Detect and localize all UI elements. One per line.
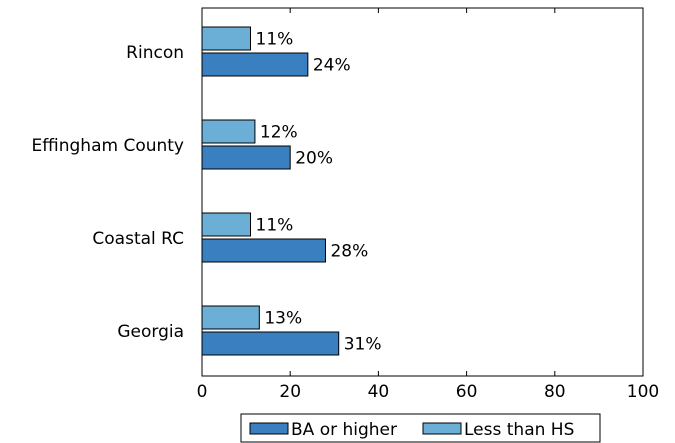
bar-georgia-less-than-hs [201, 305, 260, 330]
x-tick-label-20: 20 [279, 382, 301, 402]
legend-label-ba-or-higher: BA or higher [291, 420, 397, 440]
plot-area [201, 7, 644, 377]
x-tick-label-60: 60 [456, 382, 478, 402]
category-label-effingham-county: Effingham County [32, 136, 184, 156]
data-label-georgia-less-than-hs: 13% [264, 309, 302, 329]
data-label-effingham-county-less-than-hs: 12% [260, 123, 298, 143]
legend-swatch-less-than-hs [422, 422, 462, 435]
bar-coastal-rc-ba-or-higher [201, 238, 326, 263]
bar-rincon-ba-or-higher [201, 52, 309, 77]
bars [201, 26, 340, 356]
category-label-rincon: Rincon [126, 43, 184, 63]
legend-label-less-than-hs: Less than HS [464, 420, 574, 440]
data-label-rincon-ba-or-higher: 24% [313, 56, 351, 76]
legend: BA or higher Less than HS [240, 413, 601, 443]
bar-effingham-county-ba-or-higher [201, 145, 291, 170]
bar-rincon-less-than-hs [201, 26, 252, 51]
x-tick-label-80: 80 [544, 382, 566, 402]
legend-box [240, 413, 601, 443]
category-labels: Rincon Effingham County Coastal RC Georgia [32, 43, 184, 342]
x-tick-label-0: 0 [197, 382, 208, 402]
x-axis: 0 20 40 60 80 100 [197, 8, 659, 402]
x-tick-label-40: 40 [368, 382, 390, 402]
bar-coastal-rc-less-than-hs [201, 212, 252, 237]
data-label-effingham-county-ba-or-higher: 20% [295, 149, 333, 169]
category-label-georgia: Georgia [117, 322, 184, 342]
data-label-coastal-rc-less-than-hs: 11% [256, 216, 294, 236]
category-label-coastal-rc: Coastal RC [92, 229, 184, 249]
data-labels: 11% 24% 12% 20% 11% 28% 13% 31% [256, 30, 382, 355]
bar-effingham-county-less-than-hs [201, 119, 256, 144]
data-label-georgia-ba-or-higher: 31% [344, 335, 382, 355]
bar-georgia-ba-or-higher [201, 331, 340, 356]
legend-swatch-ba-or-higher [249, 422, 289, 435]
data-label-rincon-less-than-hs: 11% [256, 30, 294, 50]
data-label-coastal-rc-ba-or-higher: 28% [330, 242, 368, 262]
plot-frame [201, 7, 644, 377]
x-tick-label-100: 100 [627, 382, 659, 402]
